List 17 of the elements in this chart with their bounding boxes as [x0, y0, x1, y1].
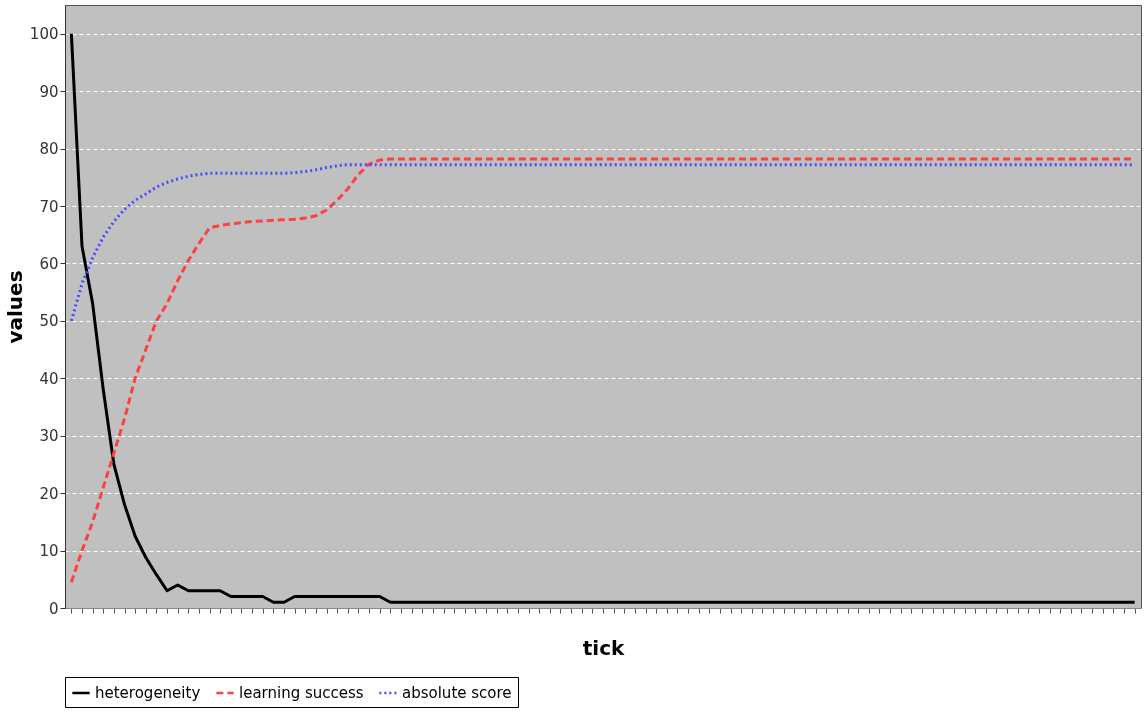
y-tick-label: 50: [39, 312, 59, 331]
y-axis-title: values: [2, 270, 27, 344]
y-tick-label: 30: [39, 427, 59, 446]
y-tick-label: 90: [39, 82, 59, 101]
legend-label: heterogeneity: [95, 684, 201, 702]
y-tick-label: 20: [39, 484, 59, 503]
y-tick-label: 100: [29, 25, 59, 44]
y-tick-label: 80: [39, 140, 59, 159]
y-tick-label: 0: [48, 599, 59, 618]
legend-label: absolute score: [402, 684, 512, 702]
line-series: [69, 32, 1137, 604]
y-tick-label: 40: [39, 369, 59, 388]
legend-label: learning success: [239, 684, 364, 702]
y-tick-label: 60: [39, 254, 59, 273]
y-tick-label: 70: [39, 197, 59, 216]
y-tick-label: 10: [39, 542, 59, 561]
x-axis-title: tick: [582, 636, 625, 660]
